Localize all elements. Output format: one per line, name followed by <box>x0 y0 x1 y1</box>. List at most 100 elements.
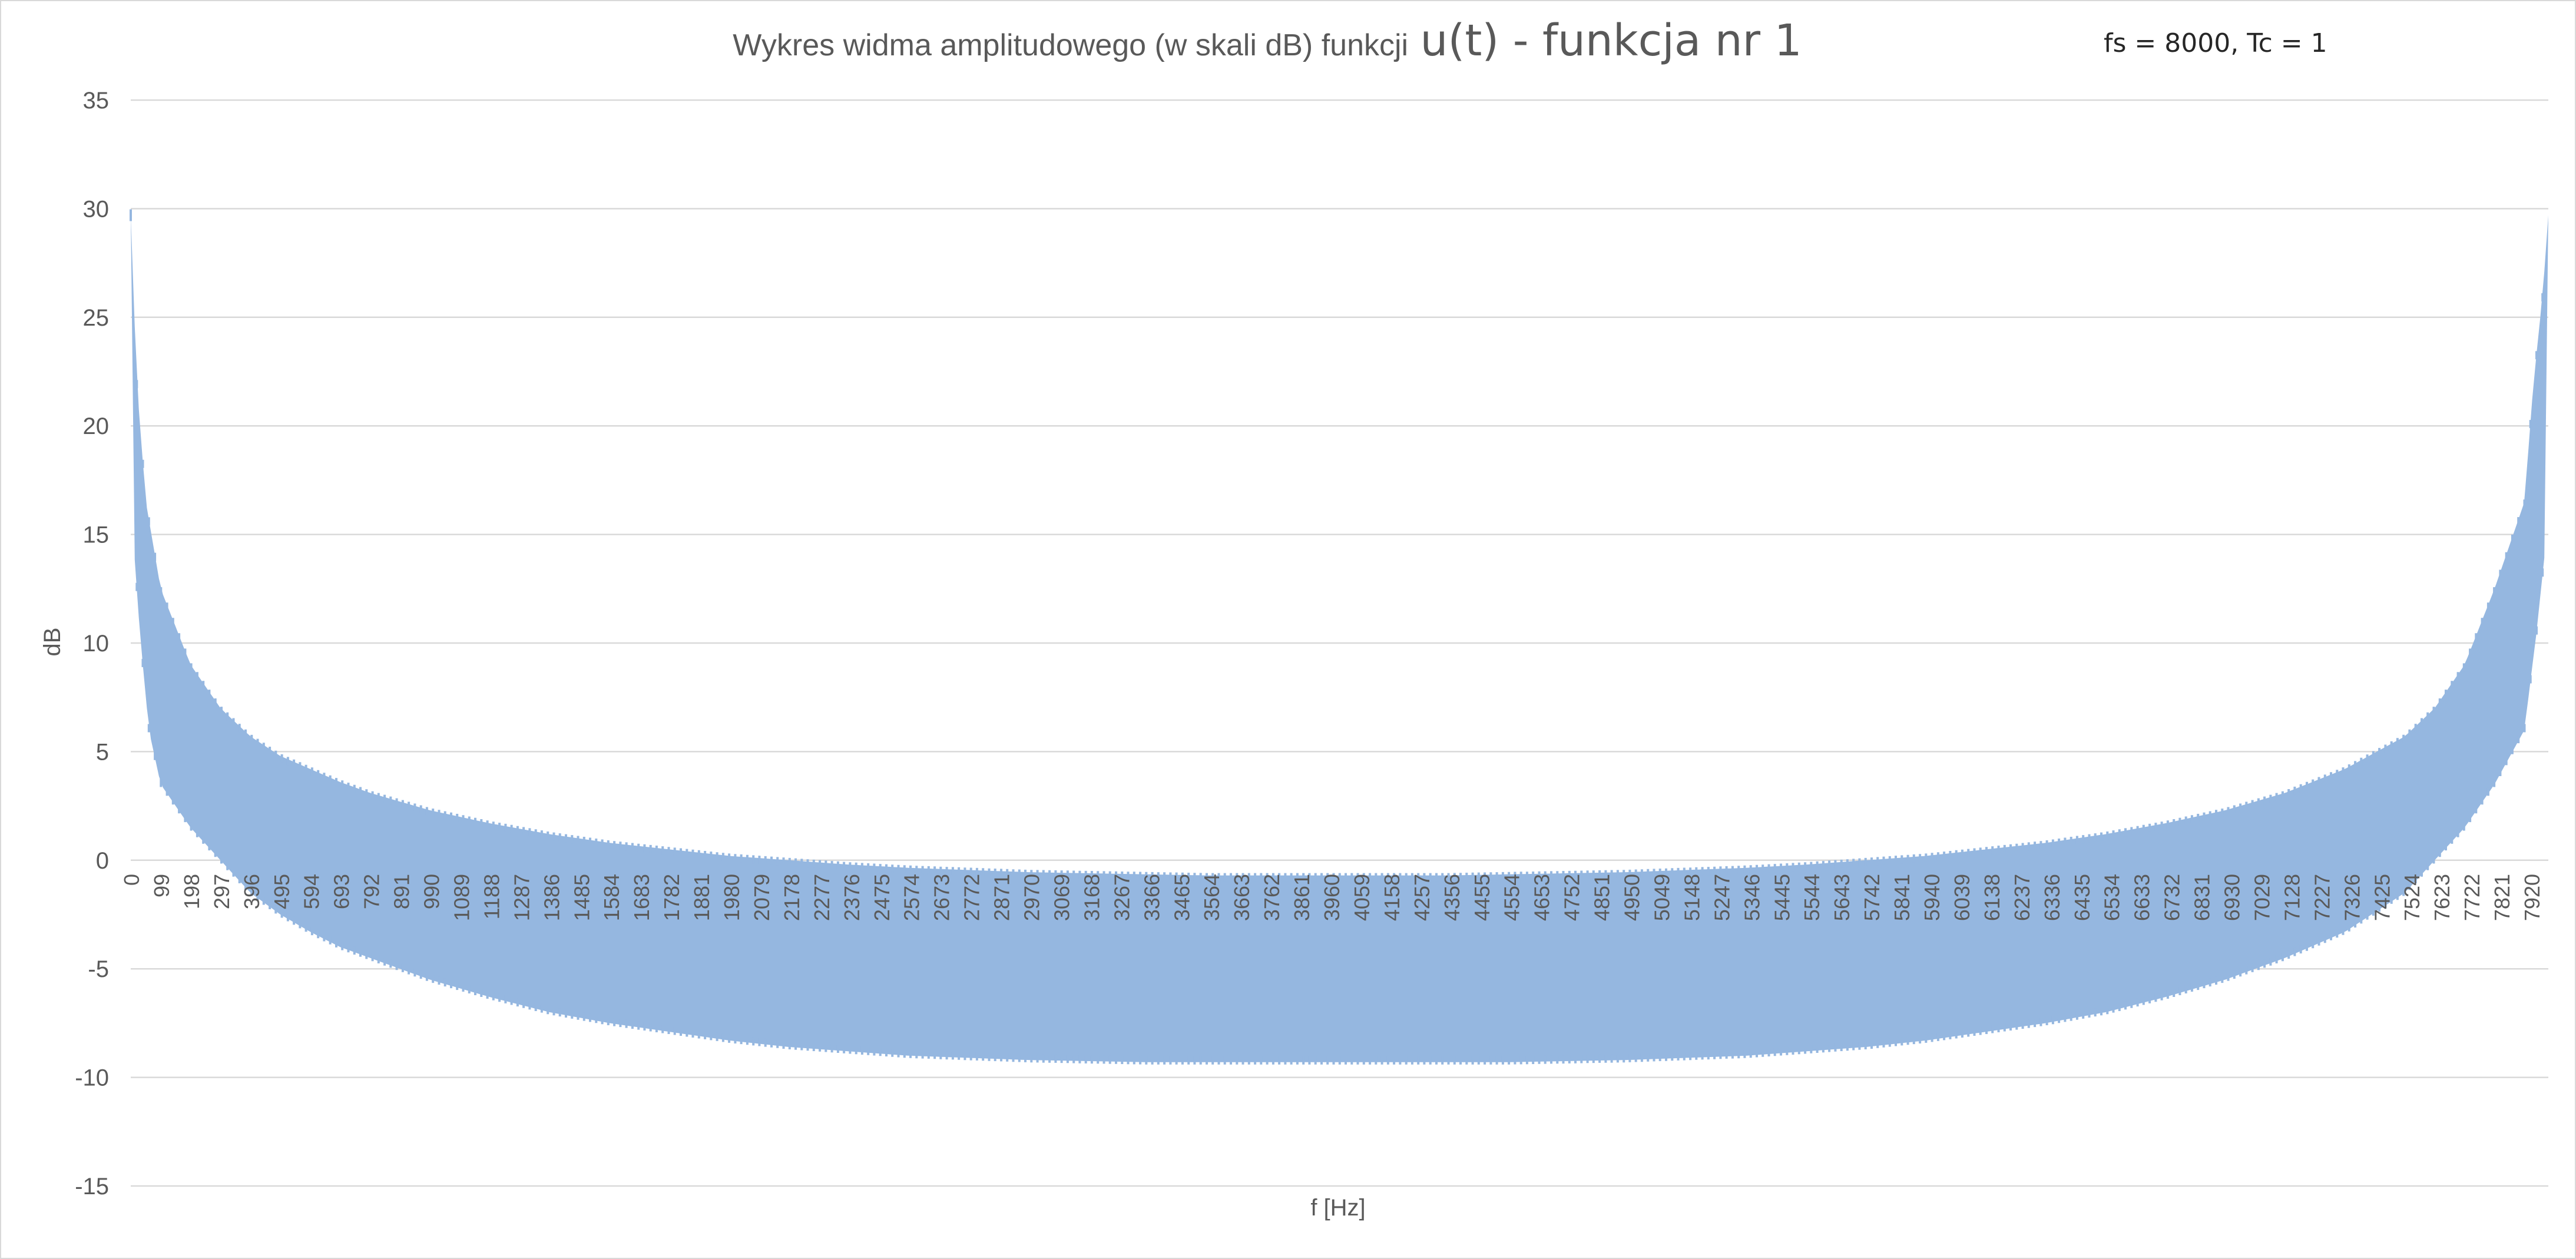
x-tick-label: 693 <box>330 874 354 909</box>
x-tick-label: 3564 <box>1200 874 1224 921</box>
x-tick-label: 1188 <box>479 874 504 919</box>
x-tick-label: 4455 <box>1470 874 1494 921</box>
x-tick-label: 5049 <box>1650 874 1674 921</box>
x-tick-label: 3861 <box>1290 874 1314 921</box>
x-tick-label: 2574 <box>900 874 924 921</box>
x-tick-label: 4950 <box>1620 874 1644 921</box>
x-tick-label: 6138 <box>1980 874 2004 921</box>
x-tick-label: 5544 <box>1800 874 1824 921</box>
x-tick-label: 1881 <box>690 874 714 921</box>
x-tick-label: 7425 <box>2370 874 2394 921</box>
x-tick-label: 396 <box>240 874 264 909</box>
x-tick-label: 3762 <box>1260 874 1284 921</box>
y-tick-label: -15 <box>75 1174 109 1200</box>
x-tick-label: 2772 <box>960 874 984 921</box>
x-tick-label: 3465 <box>1170 874 1194 921</box>
y-tick-label: 35 <box>83 88 110 114</box>
x-tick-label: 5247 <box>1710 874 1734 921</box>
x-tick-label: 5445 <box>1770 874 1794 921</box>
x-tick-label: 4851 <box>1590 874 1614 921</box>
x-tick-label: 2376 <box>840 874 864 921</box>
x-tick-label: 891 <box>390 874 414 909</box>
x-tick-label: 4356 <box>1440 874 1464 921</box>
x-tick-label: 6732 <box>2160 874 2184 921</box>
params-annotation: fs = 8000, Tc = 1 <box>2104 28 2327 58</box>
x-tick-label: 5346 <box>1740 874 1764 921</box>
x-tick-label: 2178 <box>780 874 804 921</box>
x-tick-label: 5742 <box>1860 874 1884 921</box>
x-tick-label: 2970 <box>1020 874 1044 921</box>
y-axis-label: dB <box>39 628 65 657</box>
y-tick-label: -5 <box>88 956 109 982</box>
y-tick-label: -10 <box>75 1065 109 1091</box>
x-tick-label: 1782 <box>660 874 684 921</box>
x-tick-label: 0 <box>120 874 144 886</box>
x-tick-label: 4059 <box>1350 874 1374 921</box>
y-tick-label: 15 <box>83 522 110 548</box>
x-axis-label: f [Hz] <box>1310 1195 1365 1221</box>
x-tick-label: 3960 <box>1320 874 1344 921</box>
x-tick-label: 2673 <box>930 874 954 921</box>
series-spikes <box>130 209 2544 1065</box>
x-tick-label: 1584 <box>600 874 624 921</box>
x-tick-label: 6930 <box>2220 874 2244 921</box>
x-tick-label: 5148 <box>1680 874 1704 921</box>
x-tick-label: 1287 <box>509 874 534 921</box>
x-tick-label: 7029 <box>2250 874 2274 921</box>
x-tick-label: 1683 <box>630 874 654 921</box>
x-tick-label: 6336 <box>2040 874 2064 921</box>
x-tick-label: 7920 <box>2520 874 2544 921</box>
x-tick-label: 1089 <box>450 874 474 921</box>
x-tick-label: 594 <box>300 874 324 909</box>
x-tick-label: 6534 <box>2100 874 2124 921</box>
x-tick-label: 3663 <box>1230 874 1254 921</box>
y-tick-label: 25 <box>83 305 110 331</box>
x-tick-label: 6237 <box>2010 874 2034 921</box>
x-tick-label: 1386 <box>539 874 564 921</box>
x-tick-label: 4554 <box>1500 874 1524 921</box>
chart-title-part1: Wykres widma amplitudowego (w skali dB) … <box>733 28 1408 62</box>
x-tick-label: 7722 <box>2460 874 2484 921</box>
x-tick-label: 6831 <box>2190 874 2214 921</box>
x-tick-label: 198 <box>180 874 204 909</box>
x-tick-label: 99 <box>150 874 174 897</box>
x-tick-label: 7524 <box>2400 874 2424 921</box>
x-tick-label: 7821 <box>2490 874 2514 921</box>
y-tick-label: 5 <box>96 739 109 765</box>
y-tick-label: 10 <box>83 631 110 657</box>
y-tick-label: 0 <box>96 848 109 874</box>
chart-title: Wykres widma amplitudowego (w skali dB) … <box>733 15 1802 66</box>
x-tick-label: 3069 <box>1050 874 1074 921</box>
x-tick-label: 495 <box>270 874 294 909</box>
y-tick-label: 20 <box>83 413 110 439</box>
x-tick-label: 7128 <box>2280 874 2304 921</box>
x-tick-label: 6435 <box>2070 874 2094 921</box>
x-tick-label: 2475 <box>870 874 894 921</box>
y-tick-labels: -15 -10 -5 0 5 10 15 20 25 30 35 <box>75 88 109 1200</box>
x-tick-label: 1980 <box>720 874 744 921</box>
chart-title-part2: u(t) - funkcja nr 1 <box>1421 15 1802 66</box>
y-tick-label: 30 <box>83 196 110 222</box>
x-tick-label: 2871 <box>990 874 1014 921</box>
x-tick-label: 3267 <box>1110 874 1134 921</box>
x-tick-label: 792 <box>360 874 384 909</box>
x-tick-label: 990 <box>420 874 444 909</box>
x-tick-labels: 0 99 198 297 396 495 594 693 792 891 990 1089 1188 12… <box>120 874 2544 921</box>
x-tick-label: 3168 <box>1080 874 1104 921</box>
x-tick-label: 3366 <box>1140 874 1164 921</box>
x-tick-label: 2277 <box>810 874 834 921</box>
x-tick-label: 4257 <box>1410 874 1434 921</box>
x-tick-label: 7623 <box>2430 874 2454 921</box>
x-tick-label: 297 <box>210 874 234 909</box>
x-tick-label: 1485 <box>569 874 594 921</box>
x-tick-label: 7326 <box>2340 874 2364 921</box>
x-tick-label: 6039 <box>1950 874 1974 921</box>
x-tick-label: 2079 <box>750 874 774 921</box>
x-tick-label: 4752 <box>1560 874 1584 921</box>
data-area <box>130 209 2548 1065</box>
x-tick-label: 5940 <box>1920 874 1944 921</box>
x-tick-label: 6633 <box>2130 874 2154 921</box>
x-tick-label: 5841 <box>1890 874 1914 921</box>
